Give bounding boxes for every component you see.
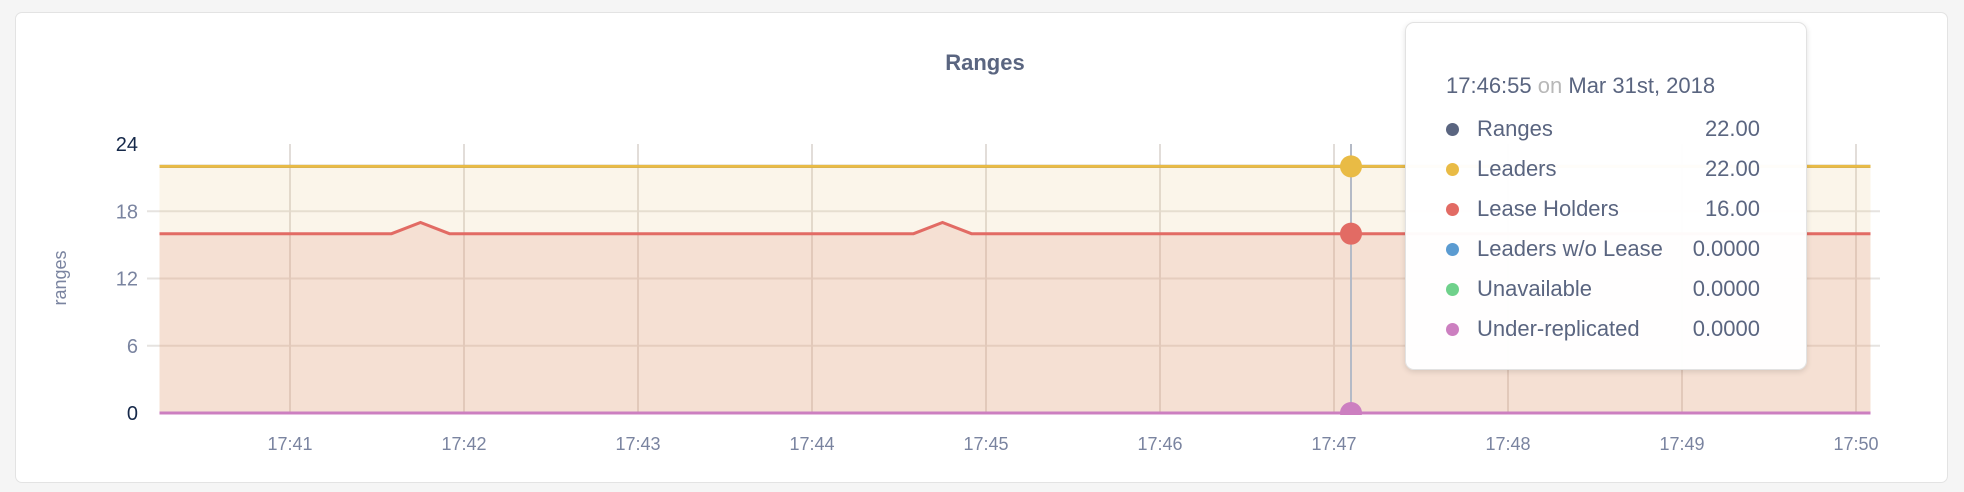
x-tick-label: 17:43 [615, 434, 660, 454]
y-tick-label: 24 [116, 134, 138, 156]
tooltip-row: Leaders w/o Lease 0.0000 [1446, 229, 1760, 269]
y-tick-label: 18 [116, 201, 138, 223]
series-line-lease-holders [159, 220, 1871, 236]
tooltip-datetime: 17:46:55 on Mar 31st, 2018 [1446, 63, 1806, 109]
tooltip-series-label: Leaders [1477, 156, 1557, 181]
x-tick-label: 17:44 [789, 434, 834, 454]
tooltip-series-label: Unavailable [1477, 276, 1592, 301]
hover-point [1340, 222, 1362, 245]
y-tick-label: 0 [127, 403, 138, 425]
tooltip-row: Leaders 22.00 [1446, 149, 1760, 189]
tooltip-row: Lease Holders 16.00 [1446, 189, 1760, 229]
tooltip-series-label: Ranges [1477, 116, 1553, 141]
x-tick-label: 17:49 [1659, 434, 1704, 454]
tooltip-series-value: 22.00 [1704, 156, 1760, 181]
tooltip-row: Unavailable 0.0000 [1446, 269, 1760, 309]
tooltip-series-value: 0.0000 [1692, 236, 1760, 261]
tooltip-time: 17:46:55 [1446, 73, 1532, 98]
tooltip-series-value: 0.0000 [1692, 316, 1760, 341]
x-tick-label: 17:46 [1137, 434, 1182, 454]
hover-point-mask [1337, 415, 1365, 429]
x-tick-label: 17:48 [1485, 434, 1530, 454]
x-tick-label: 17:45 [963, 434, 1008, 454]
tooltip-series-value: 22.00 [1704, 116, 1760, 141]
y-tick-label: 12 [116, 269, 138, 291]
series-color-dot-icon [1446, 162, 1459, 176]
tooltip-date: Mar 31st, 2018 [1568, 73, 1716, 98]
y-axis-label: ranges [50, 250, 70, 305]
tooltip-series-label: Lease Holders [1477, 196, 1619, 221]
x-tick-label: 17:42 [441, 434, 486, 454]
tooltip-series-label: Under-replicated [1477, 316, 1640, 341]
hover-tooltip: 17:46:55 on Mar 31st, 2018 Ranges 22.00 Le… [1405, 22, 1807, 370]
tooltip-series-value: 16.00 [1704, 196, 1760, 221]
tooltip-series-label: Leaders w/o Lease [1477, 236, 1663, 261]
tooltip-row: Ranges 22.00 [1446, 109, 1760, 149]
x-tick-label: 17:47 [1311, 434, 1356, 454]
chart-title: Ranges [945, 50, 1024, 75]
x-tick-label: 17:50 [1833, 434, 1878, 454]
x-tick-label: 17:41 [267, 434, 312, 454]
series-color-dot-icon [1446, 122, 1459, 136]
tooltip-on: on [1537, 73, 1563, 98]
y-tick-label: 6 [127, 336, 138, 358]
series-color-dot-icon [1446, 202, 1459, 216]
tooltip-row: Under-replicated 0.0000 [1446, 309, 1760, 349]
series-color-dot-icon [1446, 242, 1459, 256]
series-color-dot-icon [1446, 282, 1459, 296]
hover-point [1340, 155, 1362, 178]
tooltip-series-value: 0.0000 [1692, 276, 1760, 301]
series-color-dot-icon [1446, 322, 1459, 336]
